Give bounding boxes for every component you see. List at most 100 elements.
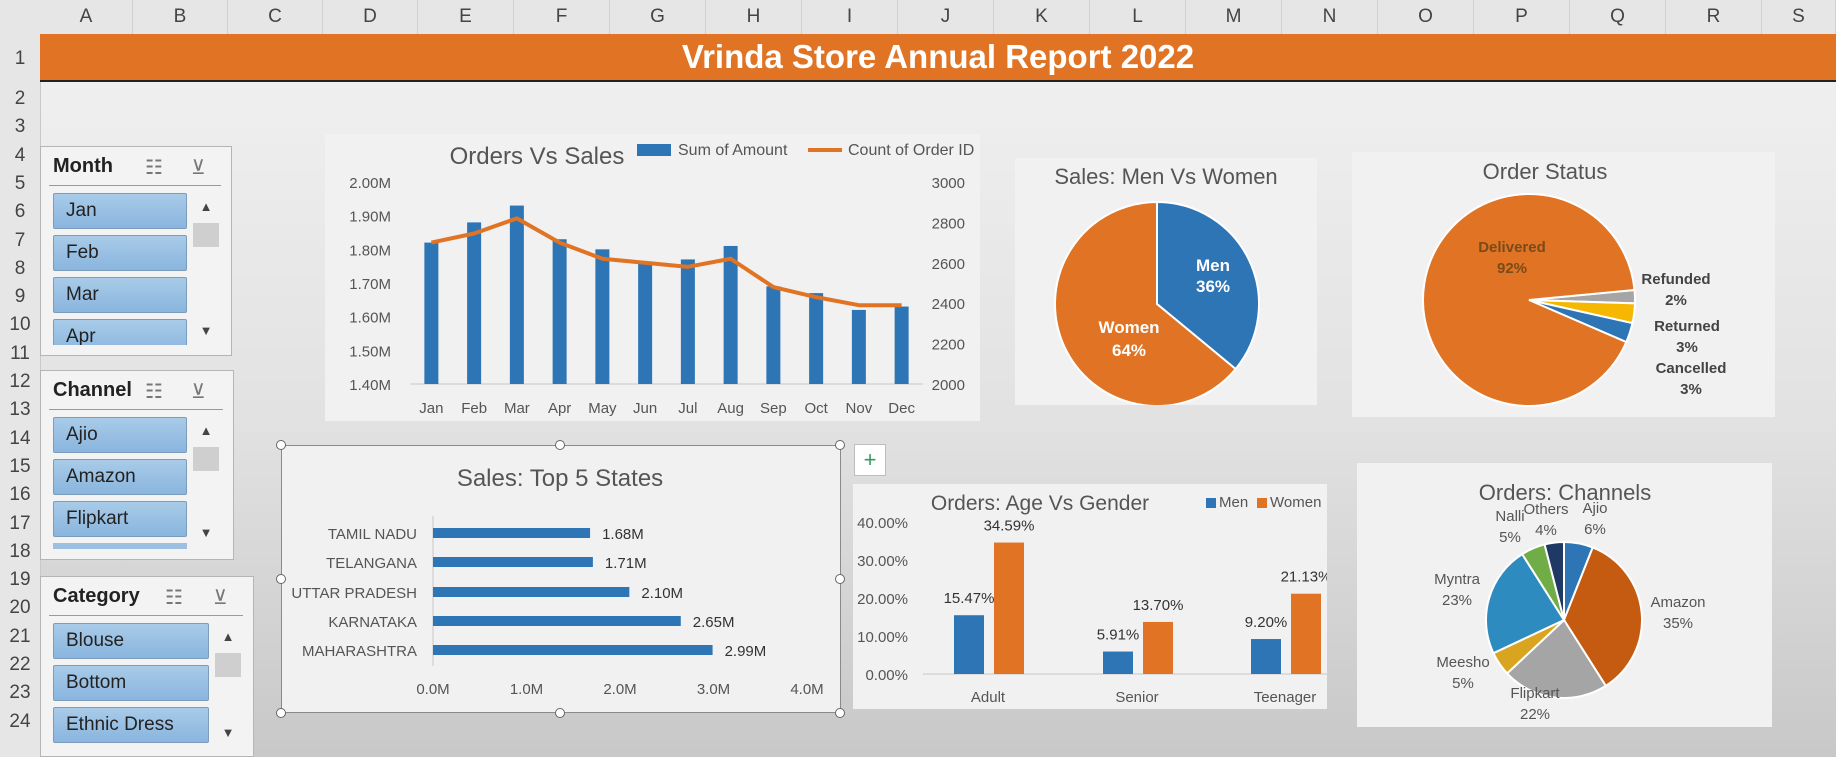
top-states-svg: Sales: Top 5 States TAMIL NADU 1.68M TELAN…	[291, 465, 823, 698]
scroll-down-icon[interactable]: ▼	[221, 725, 235, 740]
left-axis-tick: 1.60M	[349, 310, 391, 327]
bar-adult-men	[954, 615, 984, 674]
scrollbar-thumb[interactable]	[193, 447, 219, 471]
resize-handle[interactable]	[276, 440, 286, 450]
bar-teenager-men	[1251, 639, 1281, 674]
label-myntra-pct: 23%	[1442, 592, 1472, 609]
scrollbar-thumb[interactable]	[215, 653, 241, 677]
slicer-item-feb[interactable]: Feb	[53, 235, 187, 271]
slicer-item-ajio[interactable]: Ajio	[53, 417, 187, 453]
chart-title: Orders Vs Sales	[450, 143, 625, 170]
row-header-21: 21	[9, 625, 31, 647]
clear-filter-icon[interactable]: ⊻	[213, 587, 228, 609]
y-tick-tamil-nadu: TAMIL NADU	[328, 526, 417, 543]
plus-icon[interactable]: +	[854, 444, 886, 476]
multi-select-icon[interactable]: ☷	[145, 381, 163, 403]
scroll-down-icon[interactable]: ▼	[199, 525, 213, 540]
x-tick-teenager: Teenager	[1254, 689, 1317, 706]
y-tick: 40.00%	[857, 515, 908, 532]
slicer-item-jan[interactable]: Jan	[53, 193, 187, 229]
bar-jul	[680, 259, 695, 384]
chart-orders-channels[interactable]: Orders: Channels Ajio 6% Amazon 35% Flipkart…	[1357, 463, 1772, 727]
chart-orders-age-vs-gender[interactable]: Orders: Age Vs Gender Men Women 40.00% 30…	[853, 484, 1331, 709]
x-tick-nov: Nov	[846, 400, 873, 417]
column-header-o: O	[1378, 0, 1474, 34]
slice-men	[1156, 200, 1260, 371]
y-tick: 0.00%	[865, 667, 908, 684]
resize-handle[interactable]	[835, 440, 845, 450]
x-tick-adult: Adult	[971, 689, 1006, 706]
scroll-up-icon[interactable]: ▲	[199, 199, 213, 214]
slicer-item-blouse[interactable]: Blouse	[53, 623, 209, 659]
x-tick: 3.0M	[697, 681, 730, 698]
data-label: 13.70%	[1133, 597, 1184, 614]
bar-maharashtra	[433, 645, 713, 655]
multi-select-icon[interactable]: ☷	[165, 587, 183, 609]
slicer-item-flipkart[interactable]: Flipkart	[53, 501, 187, 537]
row-header-12: 12	[9, 371, 31, 392]
column-header-a: A	[40, 0, 133, 34]
scroll-down-icon[interactable]: ▼	[199, 323, 213, 338]
label-men: Men	[1196, 256, 1230, 275]
chart-orders-vs-sales[interactable]: Orders Vs Sales Sum of Amount Count of O…	[325, 134, 980, 421]
x-tick-aug: Aug	[717, 400, 744, 417]
resize-handle[interactable]	[276, 574, 286, 584]
slicer-channel[interactable]: Channel ☷ ⊻ Ajio Amazon Flipkart ▲ ▼	[40, 370, 234, 560]
label-ajio: Ajio	[1582, 500, 1607, 517]
column-header-d: D	[323, 0, 418, 34]
slicer-category[interactable]: Category ☷ ⊻ Blouse Bottom Ethnic Dress …	[40, 576, 254, 757]
slicer-item-ethnic-dress[interactable]: Ethnic Dress	[53, 707, 209, 743]
resize-handle[interactable]	[555, 440, 565, 450]
slicer-item-mar[interactable]: Mar	[53, 277, 187, 313]
label-cancelled-pct: 3%	[1680, 381, 1702, 398]
scrollbar-thumb[interactable]	[193, 223, 219, 247]
slicer-channel-header: Channel	[53, 379, 132, 401]
label-amazon: Amazon	[1650, 594, 1705, 611]
line-count-of-order-id	[430, 216, 902, 308]
column-header-q: Q	[1570, 0, 1666, 34]
chart-title: Order Status	[1483, 159, 1608, 184]
bar-jan	[424, 242, 439, 384]
slicer-item-bottom[interactable]: Bottom	[53, 665, 209, 701]
scroll-up-icon[interactable]: ▲	[221, 629, 235, 644]
slicer-month[interactable]: Month ☷ ⊻ Jan Feb Mar Apr ▲ ▼	[40, 146, 232, 356]
y-tick-uttar-pradesh: UTTAR PRADESH	[291, 585, 417, 602]
right-axis-tick: 2400	[932, 296, 965, 313]
clear-filter-icon[interactable]: ⊻	[191, 157, 206, 179]
bar-sep	[766, 286, 781, 384]
chart-sales-top-5-states[interactable]: Sales: Top 5 States TAMIL NADU 1.68M TELAN…	[281, 445, 841, 713]
x-tick-sep: Sep	[760, 400, 787, 417]
chart-order-status[interactable]: Order Status Delivered 92% Refunded 2% Retur…	[1352, 152, 1775, 417]
y-tick: 10.00%	[857, 629, 908, 646]
x-tick-dec: Dec	[888, 400, 915, 417]
resize-handle[interactable]	[276, 708, 286, 718]
label-cancelled: Cancelled	[1656, 360, 1727, 377]
resize-handle[interactable]	[835, 574, 845, 584]
resize-handle[interactable]	[555, 708, 565, 718]
label-women-pct: 64%	[1112, 341, 1146, 360]
bar-feb	[467, 222, 482, 384]
row-header-6: 6	[14, 201, 26, 223]
scroll-up-icon[interactable]: ▲	[199, 423, 213, 438]
slicer-item-apr[interactable]: Apr	[53, 319, 187, 345]
order-status-svg: Order Status Delivered 92% Refunded 2% Retur…	[1422, 159, 1727, 407]
label-refunded-pct: 2%	[1665, 292, 1687, 309]
slicer-item-amazon[interactable]: Amazon	[53, 459, 187, 495]
slice-amazon	[1562, 546, 1643, 688]
bar-uttar-pradesh	[433, 587, 630, 597]
left-axis-tick: 1.90M	[349, 209, 391, 226]
row-header-23: 23	[9, 682, 31, 704]
column-header-f: F	[514, 0, 610, 34]
column-header-h: H	[706, 0, 802, 34]
multi-select-icon[interactable]: ☷	[145, 157, 163, 179]
right-axis-tick: 3000	[932, 175, 965, 192]
orders-vs-sales-svg: Orders Vs Sales Sum of Amount Count of O…	[349, 142, 974, 417]
label-others: Others	[1523, 501, 1568, 518]
x-tick-jun: Jun	[633, 400, 657, 417]
chart-sales-men-vs-women[interactable]: Sales: Men Vs Women Men 36% Women 64%	[1015, 158, 1317, 407]
resize-handle[interactable]	[835, 708, 845, 718]
clear-filter-icon[interactable]: ⊻	[191, 381, 206, 403]
bar-jun	[638, 262, 653, 384]
slicer-category-header: Category	[53, 585, 140, 607]
